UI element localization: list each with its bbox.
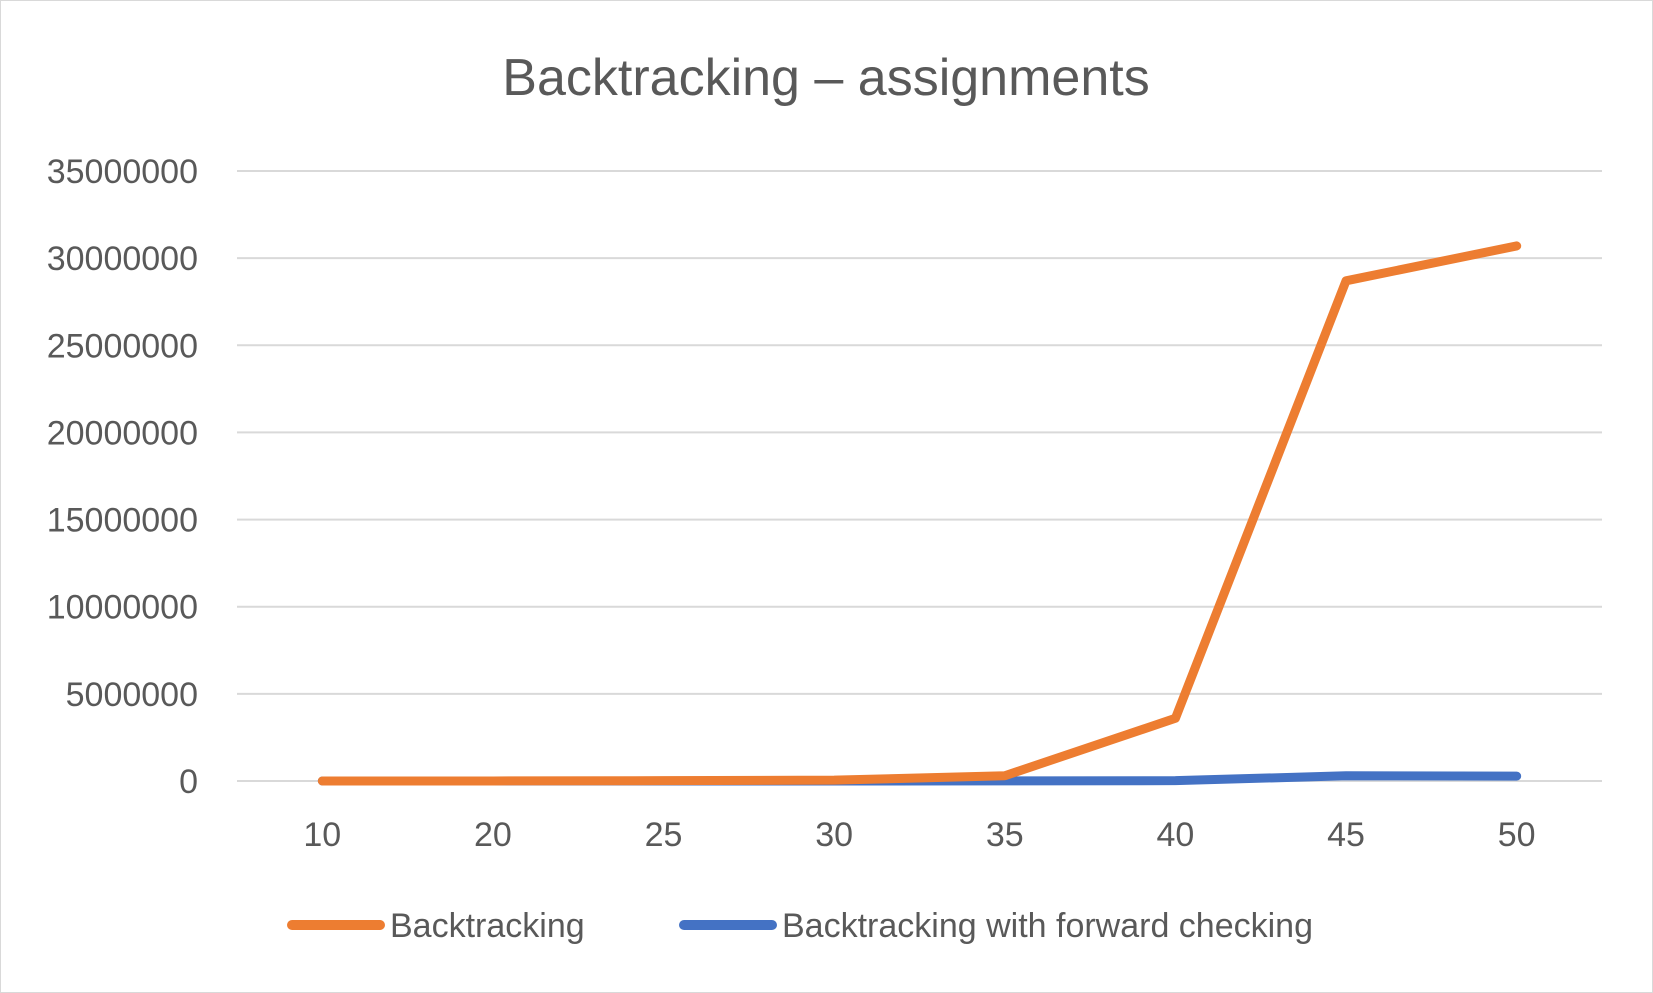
gridlines [237,170,1602,782]
series-line-backtracking [317,241,1522,786]
y-tick-label: 35000000 [47,153,198,191]
x-tick-label: 20 [474,816,512,854]
legend-label-backtracking-with-forward-checking: Backtracking with forward checking [782,907,1313,945]
chart-title: Backtracking – assignments [502,49,1149,107]
y-axis-tick-labels: 0 5000000 10000000 15000000 20000000 25000000… [47,153,198,801]
x-tick-label: 50 [1498,816,1536,854]
x-tick-label: 40 [1157,816,1195,854]
y-tick-label: 20000000 [47,414,198,452]
y-tick-label: 0 [179,763,198,801]
x-tick-label: 45 [1327,816,1365,854]
y-tick-label: 15000000 [47,502,198,540]
x-tick-label: 35 [986,816,1024,854]
x-tick-label: 25 [645,816,683,854]
y-tick-label: 25000000 [47,327,198,365]
y-tick-label: 5000000 [66,676,198,714]
legend: Backtracking Backtracking with forward ch… [287,907,1313,945]
y-tick-label: 10000000 [47,589,198,627]
x-tick-label: 10 [303,816,341,854]
series-lines [317,241,1522,786]
y-tick-label: 30000000 [47,240,198,278]
x-axis-tick-labels: 10 20 25 30 35 40 45 50 [303,816,1535,854]
legend-label-backtracking: Backtracking [390,907,585,945]
x-tick-label: 30 [815,816,853,854]
